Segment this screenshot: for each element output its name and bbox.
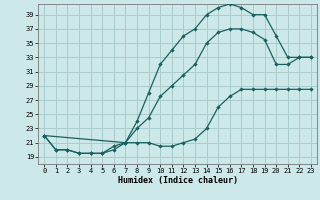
X-axis label: Humidex (Indice chaleur): Humidex (Indice chaleur) [118,176,238,185]
